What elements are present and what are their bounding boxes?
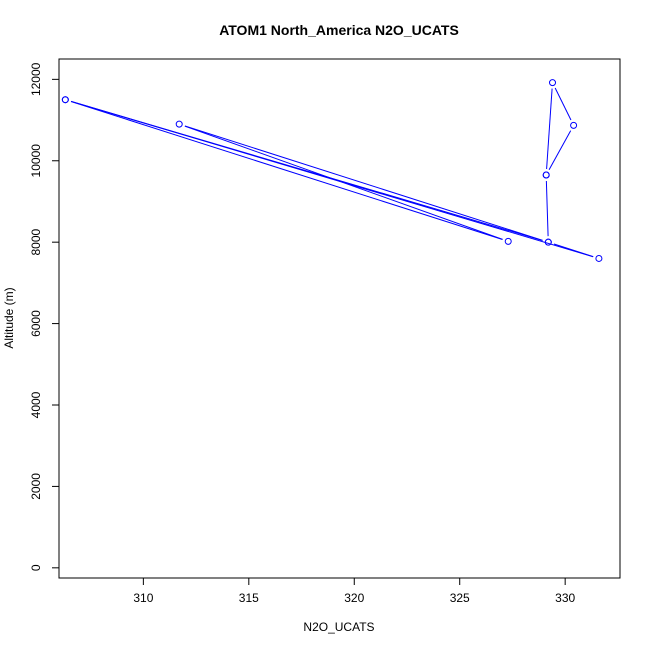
y-tick-label: 0 xyxy=(29,564,43,571)
x-tick-label: 310 xyxy=(133,591,153,605)
data-series xyxy=(61,79,603,262)
y-tick-label: 10000 xyxy=(29,144,43,178)
data-point xyxy=(504,237,512,245)
x-tick-label: 325 xyxy=(450,591,470,605)
x-tick-label: 315 xyxy=(239,591,259,605)
data-point xyxy=(544,238,552,246)
y-tick-label: 12000 xyxy=(29,62,43,96)
data-point xyxy=(61,96,69,104)
series-segment xyxy=(70,100,543,241)
series-segment xyxy=(554,87,572,121)
x-tick-label: 320 xyxy=(344,591,364,605)
x-axis-label: N2O_UCATS xyxy=(303,620,374,634)
plot-frame xyxy=(58,58,621,579)
y-tick-label: 4000 xyxy=(29,391,43,418)
data-point xyxy=(175,120,183,128)
data-point xyxy=(549,79,557,87)
data-point xyxy=(595,254,603,262)
y-axis-label: Altitude (m) xyxy=(2,287,16,348)
chart-title: ATOM1 North_America N2O_UCATS xyxy=(219,22,459,38)
y-tick-label: 2000 xyxy=(29,473,43,500)
y-tick-label: 6000 xyxy=(29,310,43,337)
series-segment xyxy=(546,88,553,170)
series-segment xyxy=(184,125,503,240)
series-segment xyxy=(70,101,503,241)
series-segment xyxy=(545,180,549,237)
y-tick-label: 8000 xyxy=(29,229,43,256)
x-tick-label: 330 xyxy=(555,591,575,605)
series-segment xyxy=(184,125,543,241)
series-segment xyxy=(548,130,572,171)
data-point xyxy=(542,171,550,179)
x-axis: 310 315 320 325 330 xyxy=(133,577,575,605)
y-axis: 0 2000 4000 6000 8000 10000 12000 xyxy=(29,62,60,571)
data-point xyxy=(570,121,578,129)
series-segment xyxy=(553,243,594,258)
